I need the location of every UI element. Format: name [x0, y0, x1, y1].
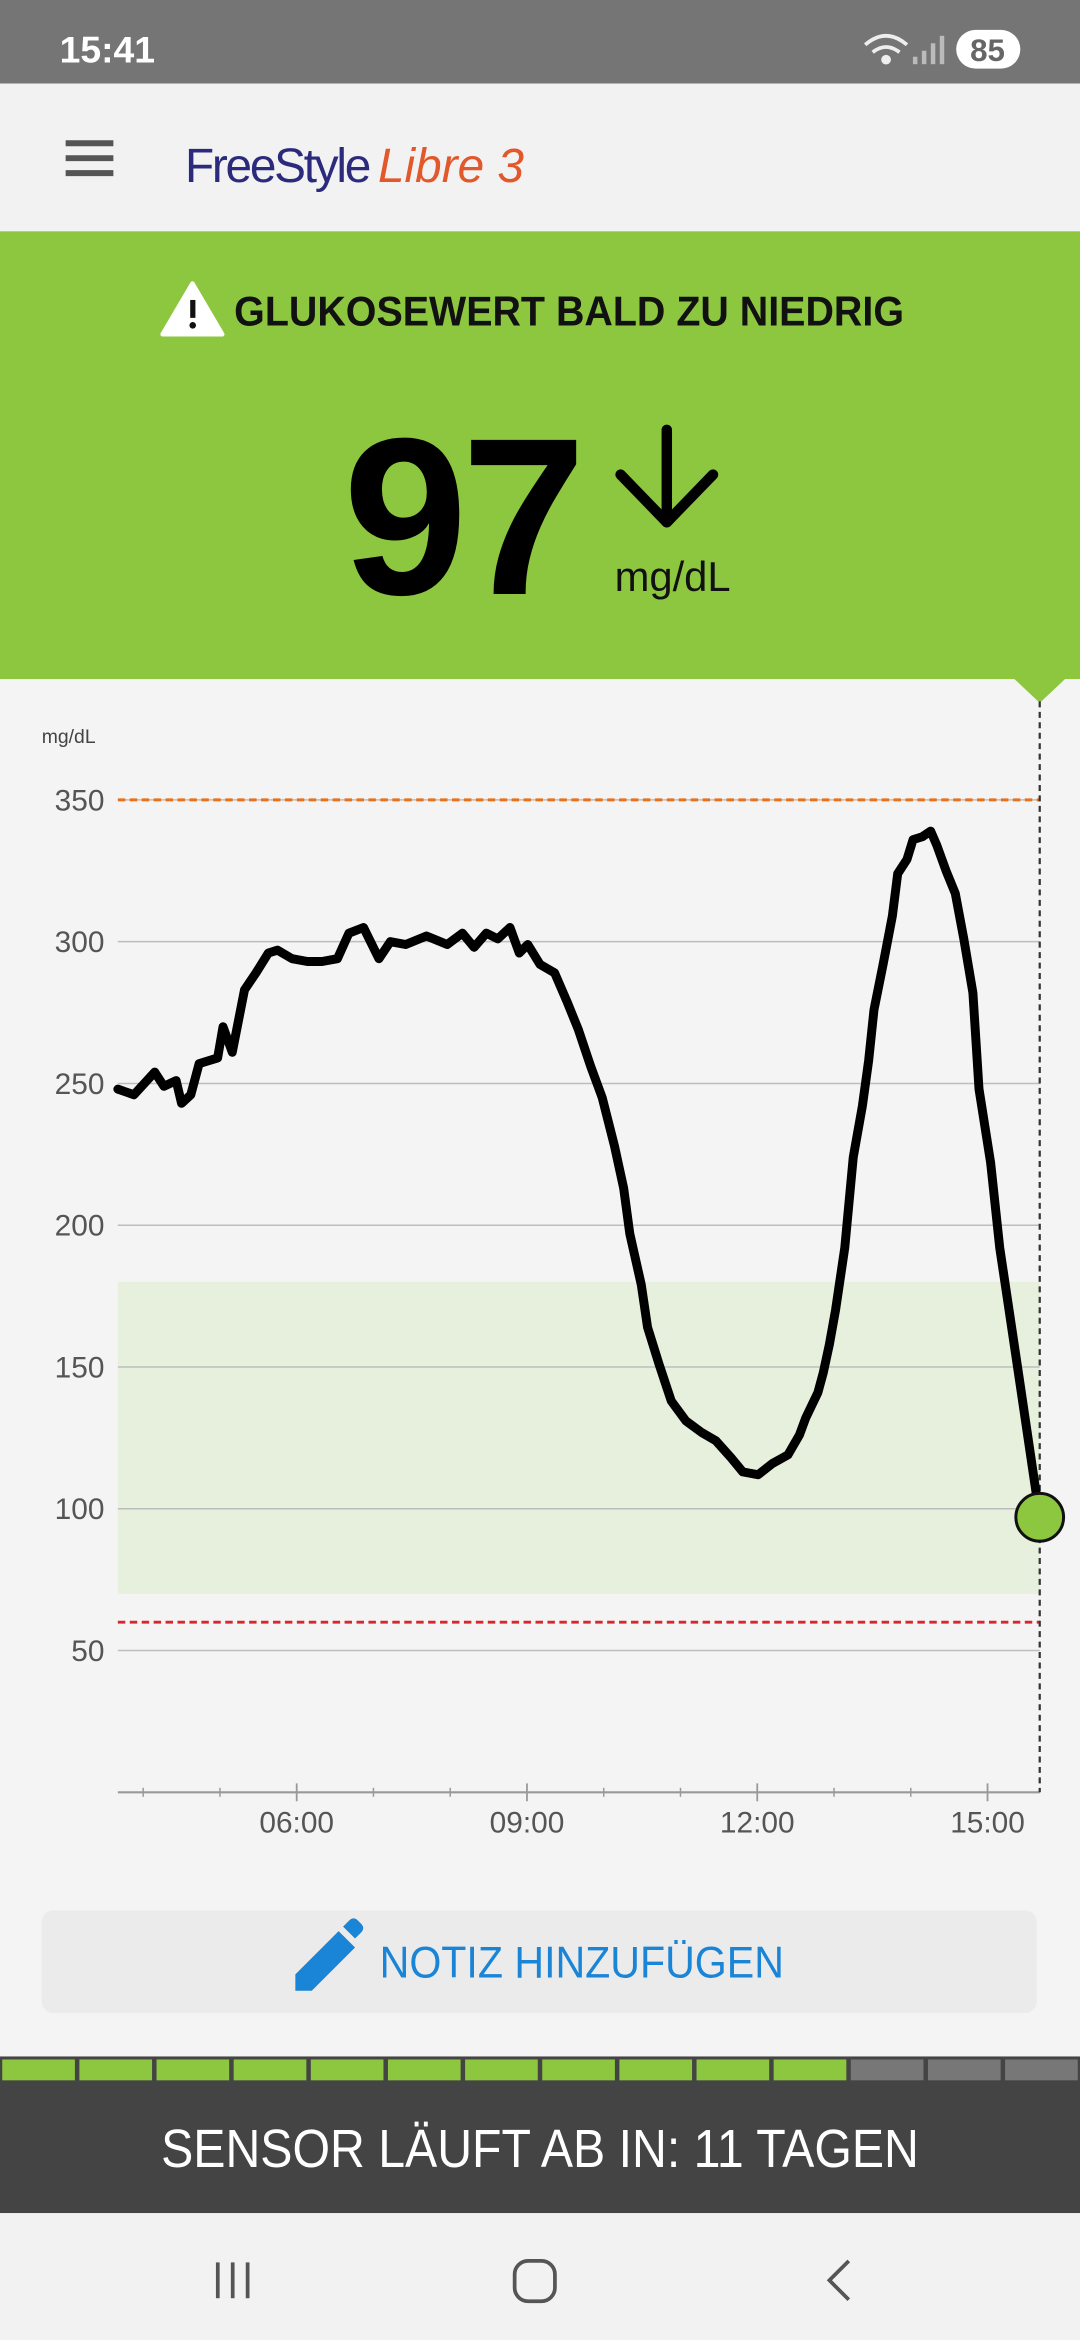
sensor-segment-remaining	[927, 2059, 1001, 2081]
glucose-line	[113, 826, 1045, 1522]
sensor-bar	[0, 2056, 1080, 2214]
sensor-progress	[2, 2059, 1078, 2081]
note-button[interactable]: NOTIZ HINZUFÜGEN	[41, 1910, 1037, 2014]
battery-pill	[956, 29, 1021, 69]
y-axis-unit: mg/dL	[42, 726, 96, 748]
note-button-label[interactable]: NOTIZ HINZUFÜGEN	[380, 1937, 784, 1987]
x-tick-label: 12:00	[720, 1807, 795, 1840]
y-tick-label: 300	[55, 926, 105, 959]
battery-level: 85	[970, 33, 1005, 68]
sensor-segment-used	[619, 2059, 693, 2081]
nav-bar	[0, 2213, 1080, 2340]
sensor-label: SENSOR LÄUFT AB IN: 11 TAGEN	[161, 2119, 919, 2179]
sensor-segment-used	[542, 2059, 615, 2081]
wifi-icon	[863, 33, 909, 65]
product-name: Libre 3	[378, 140, 524, 193]
sensor-segment-used	[79, 2059, 153, 2081]
menu-button[interactable]	[65, 140, 114, 177]
nav-recents[interactable]	[215, 2262, 250, 2299]
x-tick-label: 09:00	[490, 1807, 565, 1840]
sensor-segment-used	[156, 2059, 230, 2081]
x-tick-label: 15:00	[950, 1807, 1025, 1840]
glucose-chart: 50 100 150 200 250 300 350 06:00 09:00 12:00 15:00	[55, 701, 1066, 1840]
brand-name: FreeStyle	[185, 140, 370, 193]
status-time: 15:41	[60, 29, 155, 71]
sensor-segment-used	[310, 2059, 384, 2081]
trend-arrow	[615, 424, 719, 528]
alert-message: GLUKOSEWERT BALD ZU NIEDRIG	[234, 287, 904, 334]
sensor-segment-remaining	[1005, 2059, 1078, 2081]
sensor-segment-used	[465, 2059, 538, 2081]
target-range	[117, 1281, 1040, 1594]
note-button-bg[interactable]	[41, 1910, 1037, 2014]
sensor-segment-used	[2, 2059, 75, 2081]
time-pointer	[1014, 679, 1066, 703]
sensor-segment-remaining	[850, 2059, 924, 2081]
y-tick-label: 100	[55, 1493, 105, 1526]
sensor-segment-used	[773, 2059, 847, 2081]
status-bar	[0, 0, 1080, 84]
glucose-unit: mg/dL	[615, 553, 731, 600]
nav-home[interactable]	[512, 2259, 557, 2304]
y-tick-label: 200	[55, 1210, 105, 1243]
sensor-segment-used	[696, 2059, 770, 2081]
glucose-value: 97	[343, 392, 580, 642]
x-tick-label: 06:00	[259, 1807, 334, 1840]
app-bar	[0, 83, 1080, 232]
y-tick-label: 250	[55, 1068, 105, 1101]
y-tick-label: 50	[71, 1635, 104, 1668]
signal-icon	[912, 35, 945, 65]
y-tick-label: 350	[55, 784, 105, 817]
y-tick-label: 150	[55, 1351, 105, 1384]
current-reading-marker	[1014, 1491, 1066, 1543]
app-logo: FreeStyle Libre 3	[185, 140, 524, 193]
pencil-icon	[295, 1918, 364, 1991]
sensor-segment-used	[233, 2059, 307, 2081]
warning-icon	[160, 281, 225, 337]
sensor-segment-used	[387, 2059, 461, 2081]
nav-back[interactable]	[826, 2259, 851, 2302]
